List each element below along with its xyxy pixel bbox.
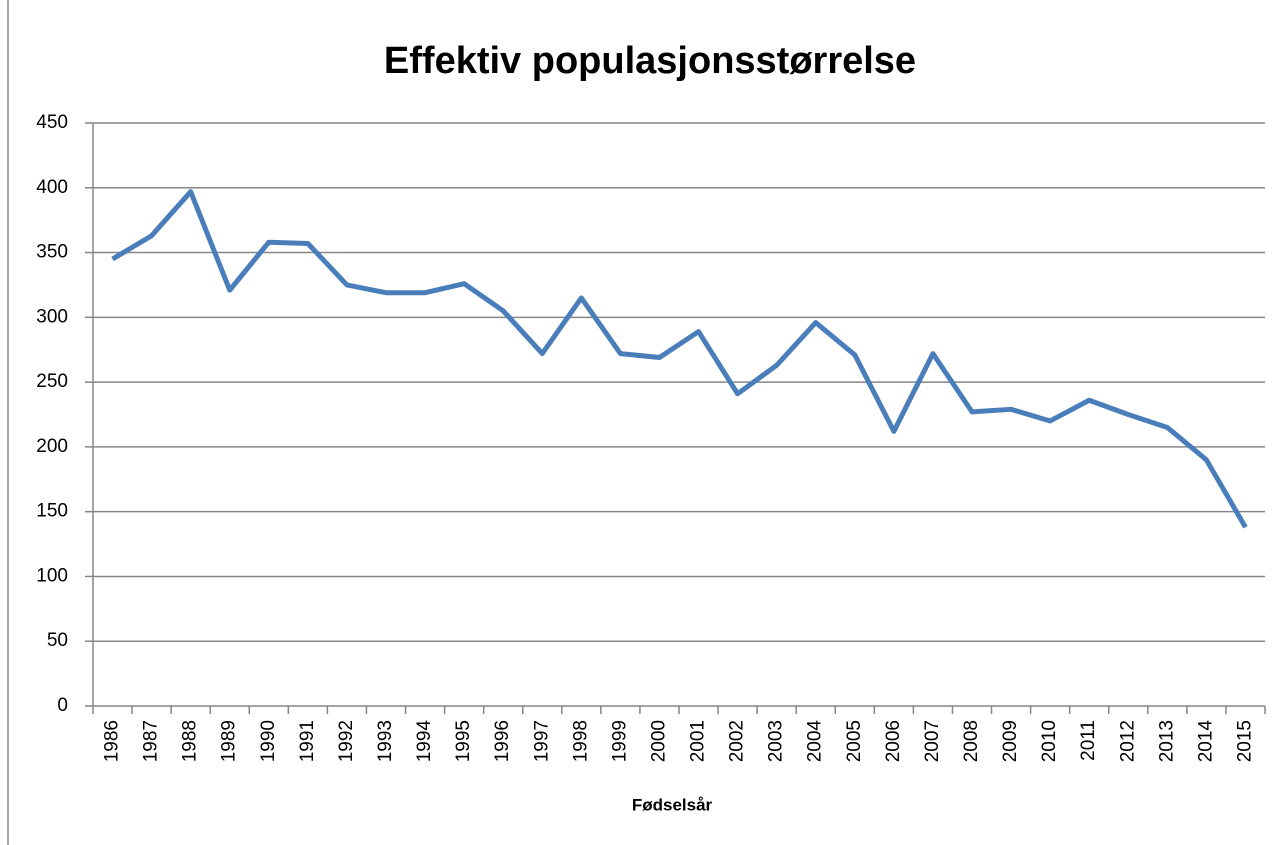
y-tick-label: 100 xyxy=(36,565,68,586)
x-tick-label: 2010 xyxy=(1039,720,1060,762)
y-tick-label: 200 xyxy=(36,436,68,457)
x-tick-label: 1990 xyxy=(258,720,279,762)
y-tick-label: 400 xyxy=(36,177,68,198)
y-tick-label: 250 xyxy=(36,371,68,392)
x-tick-label: 2015 xyxy=(1234,720,1255,762)
x-tick-label: 1996 xyxy=(492,720,513,762)
x-tick-label: 2006 xyxy=(883,720,904,762)
x-tick-label: 1991 xyxy=(297,720,318,762)
x-tick-label: 1997 xyxy=(531,720,552,762)
x-tick-label: 1995 xyxy=(453,720,474,762)
x-tick-label: 1998 xyxy=(570,720,591,762)
x-tick-label: 2005 xyxy=(844,720,865,762)
y-tick-label: 50 xyxy=(47,630,68,651)
x-tick-label: 2008 xyxy=(961,720,982,762)
chart-frame xyxy=(7,0,1284,845)
data-line xyxy=(111,189,1248,529)
x-tick-label: 2004 xyxy=(805,720,826,763)
x-tick-label: 2007 xyxy=(922,720,943,762)
x-tick-label: 2013 xyxy=(1156,720,1177,762)
y-tick-label: 300 xyxy=(36,306,68,327)
x-tick-label: 2011 xyxy=(1078,720,1099,761)
y-tick-label: 350 xyxy=(36,242,68,263)
y-tick-label: 450 xyxy=(36,112,68,133)
y-tick-label: 150 xyxy=(36,501,68,522)
x-tick-label: 1994 xyxy=(414,720,435,763)
x-tick-label: 1989 xyxy=(219,720,240,762)
x-tick-label: 2012 xyxy=(1117,720,1138,762)
x-tick-label: 2003 xyxy=(766,720,787,762)
x-tick-label: 1988 xyxy=(180,720,201,762)
chart-title: Effektiv populasjonsstørrelse xyxy=(384,40,916,82)
x-tick-label: 1999 xyxy=(609,720,630,762)
x-tick-label: 2002 xyxy=(727,720,748,762)
x-tick-label: 2000 xyxy=(648,720,669,762)
x-tick-label: 1986 xyxy=(102,720,123,762)
x-tick-label: 1993 xyxy=(375,720,396,762)
x-tick-label: 2001 xyxy=(688,720,709,762)
x-tick-label: 2009 xyxy=(1000,720,1021,762)
x-tick-label: 2014 xyxy=(1195,720,1216,763)
x-tick-label: 1987 xyxy=(141,720,162,762)
y-tick-label: 0 xyxy=(57,695,68,716)
x-axis-label: Fødselsår xyxy=(632,795,713,814)
x-tick-label: 1992 xyxy=(336,720,357,762)
